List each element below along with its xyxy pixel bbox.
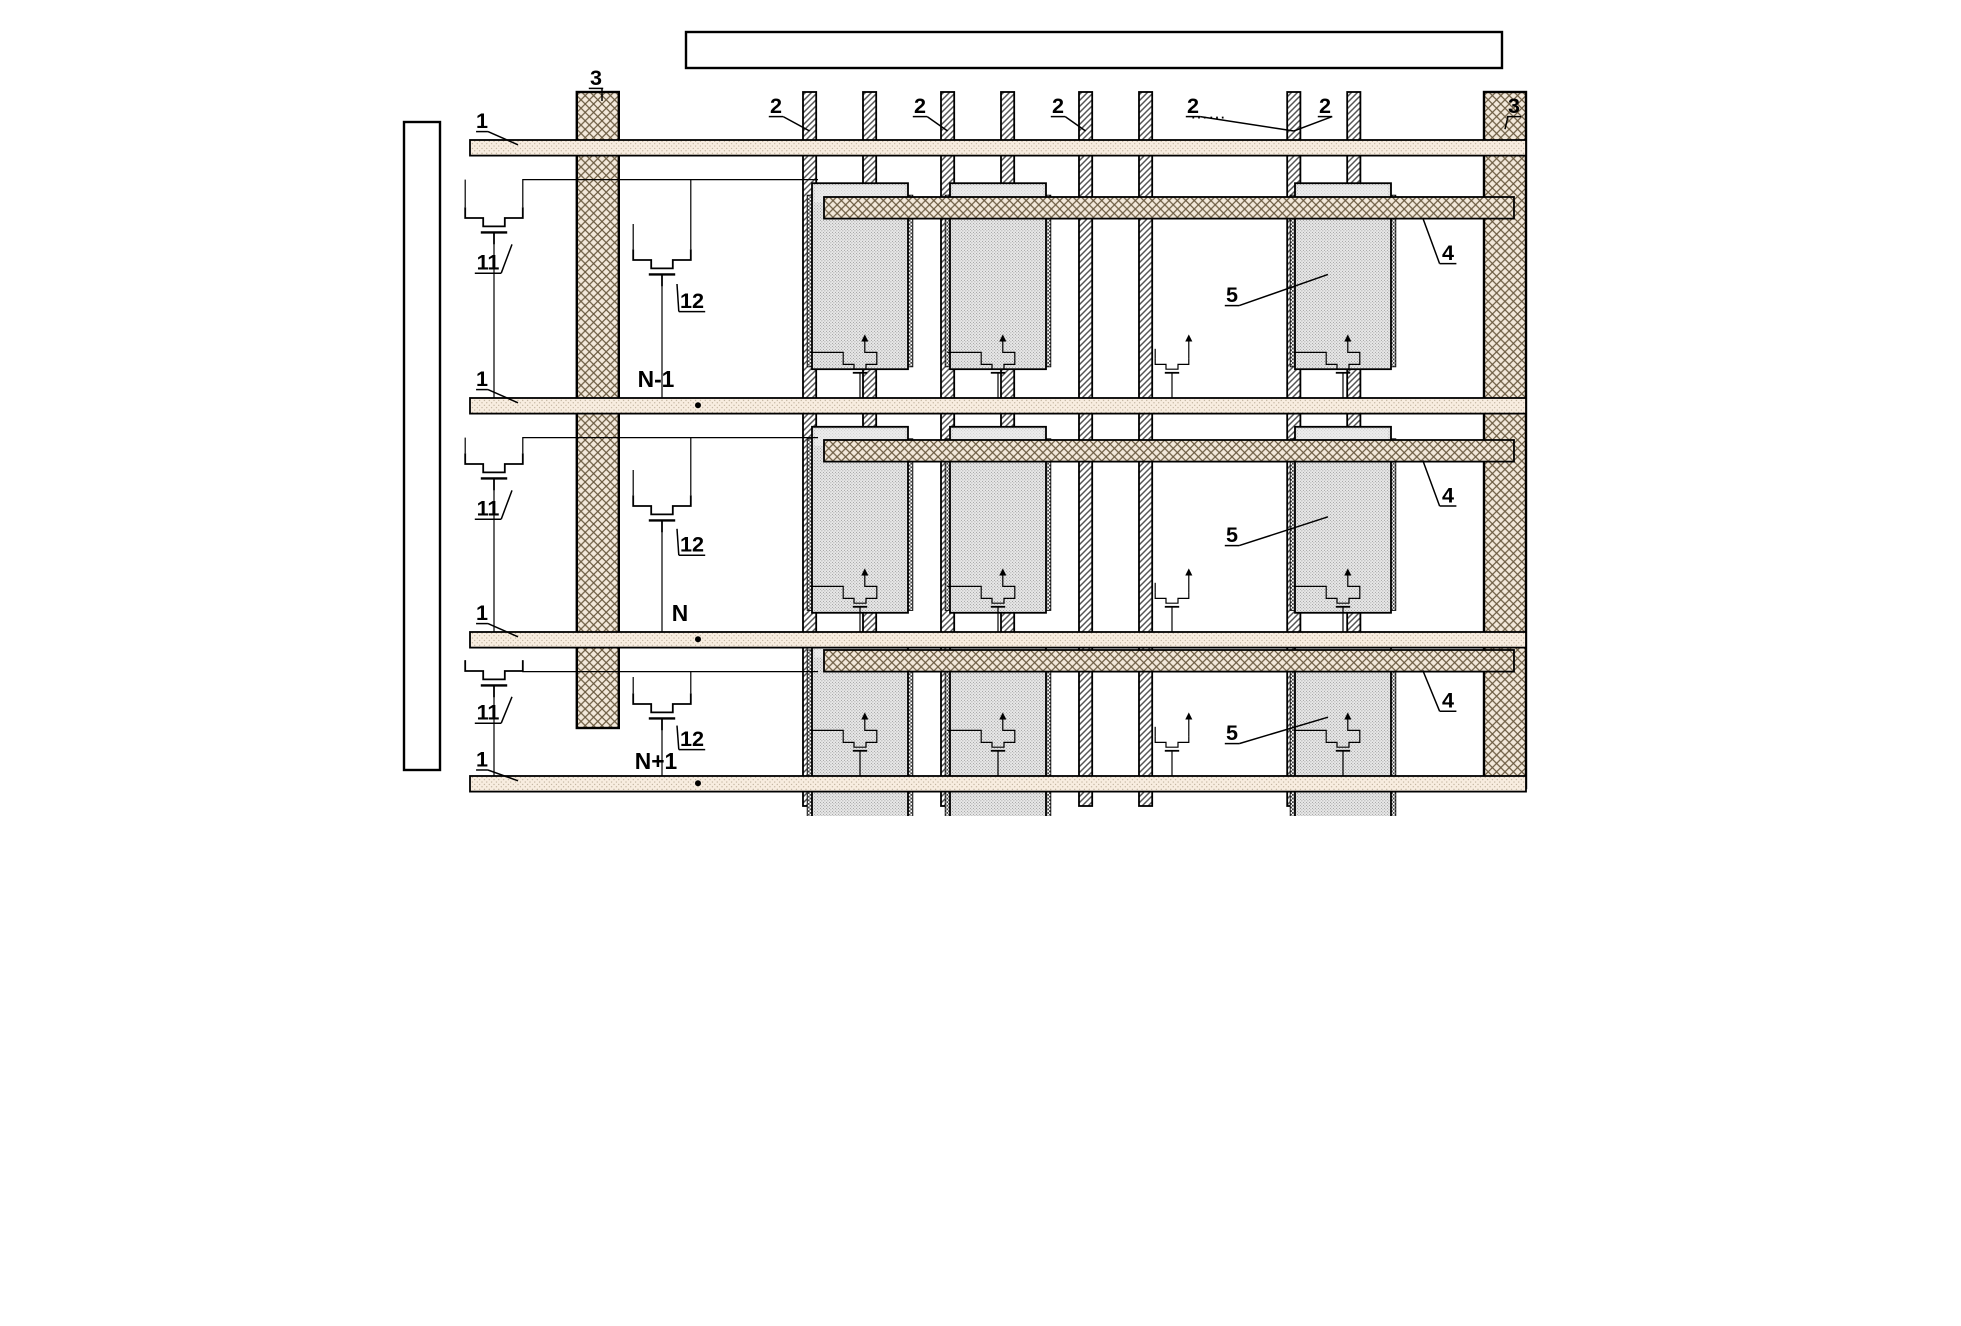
transistor (465, 207, 523, 244)
svg-text:2: 2 (914, 93, 926, 118)
svg-text:11: 11 (477, 250, 500, 275)
gate-line (470, 632, 1526, 648)
svg-text:1: 1 (476, 366, 488, 391)
open-stub (1155, 572, 1189, 632)
svg-text:1: 1 (476, 600, 488, 625)
svg-text:4: 4 (1442, 688, 1454, 713)
transistor (465, 660, 523, 697)
svg-text:3: 3 (1508, 93, 1520, 118)
svg-text:3: 3 (590, 65, 602, 90)
open-stub (1155, 338, 1189, 398)
svg-text:5: 5 (1226, 282, 1238, 307)
svg-text:N: N (672, 600, 688, 626)
svg-text:N+1: N+1 (635, 748, 678, 774)
svg-text:1: 1 (476, 108, 488, 133)
circuit-diagram: 11113322222……111111121212444555N-1NN+1 (392, 20, 1569, 816)
common-line (824, 197, 1514, 219)
svg-text:N-1: N-1 (638, 366, 675, 392)
transistor (633, 495, 691, 532)
svg-text:4: 4 (1442, 240, 1454, 265)
gate-line (470, 140, 1526, 156)
common-line (824, 650, 1514, 672)
transistor (633, 693, 691, 730)
svg-text:2: 2 (770, 93, 782, 118)
svg-text:12: 12 (680, 288, 704, 313)
open-stub (1155, 716, 1189, 776)
svg-text:12: 12 (680, 726, 704, 751)
svg-text:11: 11 (477, 700, 500, 725)
svg-text:12: 12 (680, 532, 704, 557)
svg-text:2: 2 (1319, 93, 1331, 118)
svg-text:11: 11 (477, 496, 500, 521)
common-line (824, 440, 1514, 462)
gate-line (470, 398, 1526, 414)
transistor (633, 249, 691, 286)
gate-line (470, 776, 1526, 792)
svg-text:……: …… (1190, 102, 1226, 122)
svg-text:5: 5 (1226, 522, 1238, 547)
svg-text:5: 5 (1226, 720, 1238, 745)
svg-text:2: 2 (1052, 93, 1064, 118)
transistor (465, 453, 523, 490)
svg-text:4: 4 (1442, 482, 1454, 507)
svg-text:1: 1 (476, 746, 488, 771)
